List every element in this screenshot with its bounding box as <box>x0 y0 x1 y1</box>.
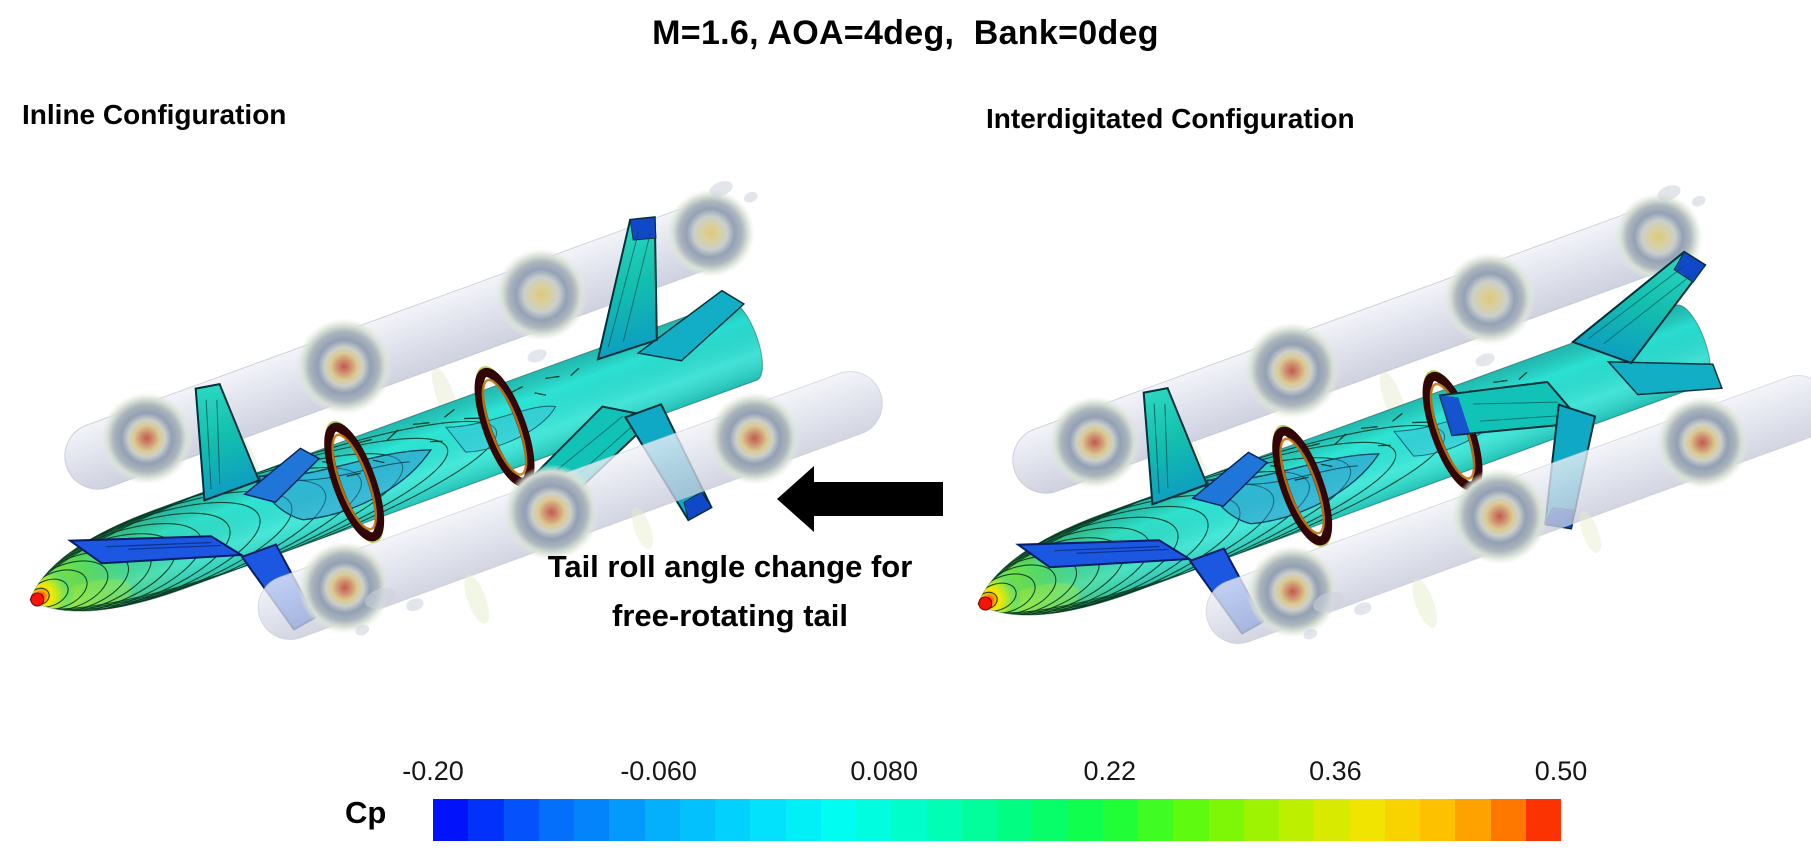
vortex-cores-upper <box>100 189 755 485</box>
annotation-tail-roll: Tail roll angle change for free-rotating… <box>452 542 1008 640</box>
colorbar-segment <box>1279 799 1315 841</box>
colorbar-segment <box>1138 799 1174 841</box>
canard-fins <box>1015 387 1269 635</box>
annotation-line-1: Tail roll angle change for <box>547 549 913 584</box>
colorbar-segment <box>961 799 997 841</box>
colorbar-segment <box>715 799 751 841</box>
colorbar-segment <box>785 799 821 841</box>
colorbar-segment <box>644 799 680 841</box>
colorbar-segment <box>503 799 539 841</box>
shock-ring <box>1272 424 1333 548</box>
colorbar-segment <box>856 799 892 841</box>
cfd-render-inline <box>15 181 883 640</box>
colorbar-swatches <box>433 799 1561 841</box>
colorbar-segment <box>1455 799 1491 841</box>
colorbar-ticks: -0.20 -0.060 0.080 0.22 0.36 0.50 <box>402 756 1587 790</box>
colorbar-tick-label: 0.080 <box>850 756 918 786</box>
colorbar-segment <box>1243 799 1279 841</box>
colorbar-segment <box>574 799 610 841</box>
colorbar-segment <box>609 799 645 841</box>
colorbar-label: Cp <box>345 795 387 830</box>
figure-title: M=1.6, AOA=4deg, Bank=0deg <box>652 14 1159 52</box>
label-interdigitated-configuration: Interdigitated Configuration <box>986 103 1355 134</box>
colorbar-tick-label: -0.20 <box>402 756 464 786</box>
colorbar-segment <box>1384 799 1420 841</box>
cfd-render-interdigitated <box>963 185 1811 644</box>
vortex-cores-upper <box>1048 193 1703 489</box>
vortex-cores-lower <box>1246 396 1749 638</box>
colorbar-segment <box>926 799 962 841</box>
colorbar-segment <box>1349 799 1385 841</box>
colorbar-segment <box>820 799 856 841</box>
colorbar-segment <box>679 799 715 841</box>
colorbar-segment <box>891 799 927 841</box>
colorbar-tick-label: 0.22 <box>1083 756 1137 786</box>
colorbar-segment <box>433 799 469 841</box>
colorbar-segment <box>1525 799 1561 841</box>
flow-debris <box>1303 185 1706 640</box>
colorbar-segment <box>1314 799 1350 841</box>
label-inline-configuration: Inline Configuration <box>22 99 287 130</box>
shock-ring <box>324 420 385 544</box>
vortex-cores-lower <box>298 392 801 634</box>
annotation-line-2: free-rotating tail <box>612 598 848 633</box>
colorbar-tick-label: -0.060 <box>620 756 697 786</box>
colorbar-segment <box>1208 799 1244 841</box>
missile-body <box>15 300 763 635</box>
colorbar-segment <box>1067 799 1103 841</box>
colorbar-tick-label: 0.50 <box>1534 756 1588 786</box>
colorbar-segment <box>997 799 1033 841</box>
colorbar-segment <box>1173 799 1209 841</box>
colorbar-segment <box>1490 799 1526 841</box>
colorbar-segment <box>538 799 574 841</box>
colorbar-segment <box>750 799 786 841</box>
colorbar-segment <box>1032 799 1068 841</box>
colorbar-tick-label: 0.36 <box>1309 756 1362 786</box>
colorbar-segment <box>468 799 504 841</box>
arrow-left-icon <box>777 466 943 532</box>
colorbar-segment <box>1102 799 1138 841</box>
colorbar-segment <box>1420 799 1456 841</box>
flow-debris <box>355 181 758 636</box>
